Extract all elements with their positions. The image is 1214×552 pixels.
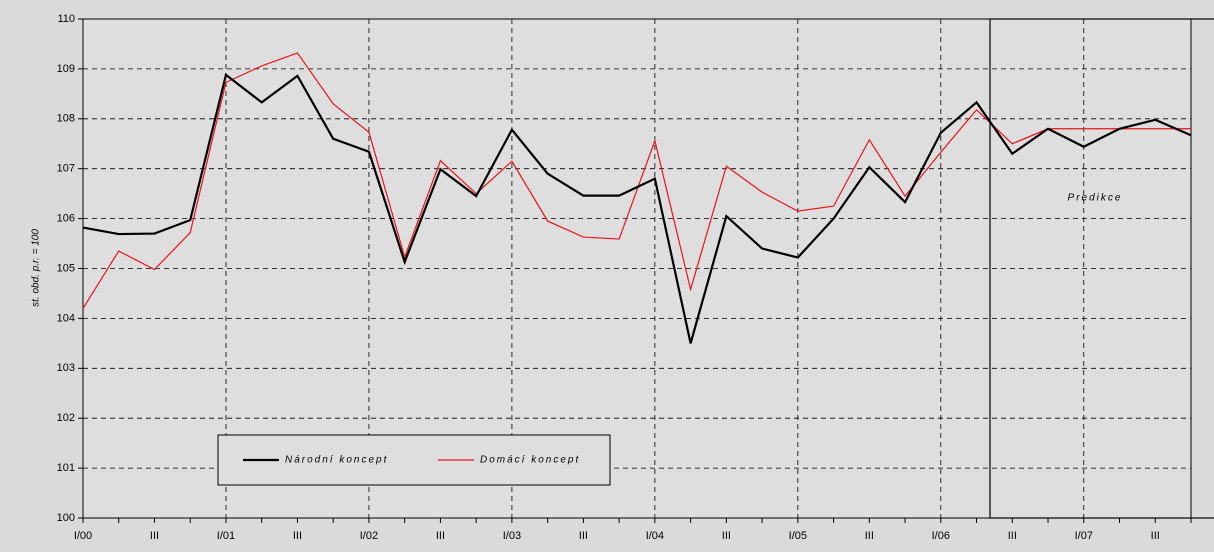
x-tick-label: III <box>865 530 874 542</box>
prediction-label: Predikce <box>1068 193 1123 204</box>
series-line <box>82 52 1191 309</box>
x-tick-label: I/03 <box>503 530 521 542</box>
x-tick-label: I/01 <box>217 530 235 542</box>
y-axis-label: st. obd. p.r. = 100 <box>31 229 42 307</box>
y-tick-label: 108 <box>57 113 75 125</box>
y-tick-label: 106 <box>57 213 75 225</box>
x-tick-label: I/06 <box>932 530 950 542</box>
x-tick-label: I/02 <box>360 530 378 542</box>
x-tick-label: I/07 <box>1075 530 1093 542</box>
y-tick-label: 107 <box>57 163 75 175</box>
series-line <box>82 72 1192 344</box>
x-tick-label: III <box>293 530 302 542</box>
x-tick-label: III <box>150 530 159 542</box>
x-tick-label: III <box>1008 530 1017 542</box>
y-tick-label: 102 <box>57 412 75 424</box>
y-tick-label: 103 <box>57 362 75 374</box>
y-tick-label: 101 <box>57 462 75 474</box>
legend-box <box>217 434 611 486</box>
x-tick-label: III <box>722 530 731 542</box>
y-tick-label: 105 <box>57 262 75 274</box>
legend-label: Domácí koncept <box>480 455 580 466</box>
legend-label: Národní koncept <box>285 455 388 466</box>
prediction-box <box>989 18 1214 519</box>
x-tick-label: I/00 <box>74 530 92 542</box>
x-tick-label: III <box>1151 530 1160 542</box>
x-tick-label: I/05 <box>789 530 807 542</box>
y-tick-label: 109 <box>57 63 75 75</box>
x-tick-label: III <box>579 530 588 542</box>
y-tick-label: 100 <box>57 512 75 524</box>
y-tick-label: 110 <box>57 13 75 25</box>
x-tick-label: I/04 <box>646 530 664 542</box>
x-tick-label: III <box>436 530 445 542</box>
y-tick-label: 104 <box>57 312 75 324</box>
